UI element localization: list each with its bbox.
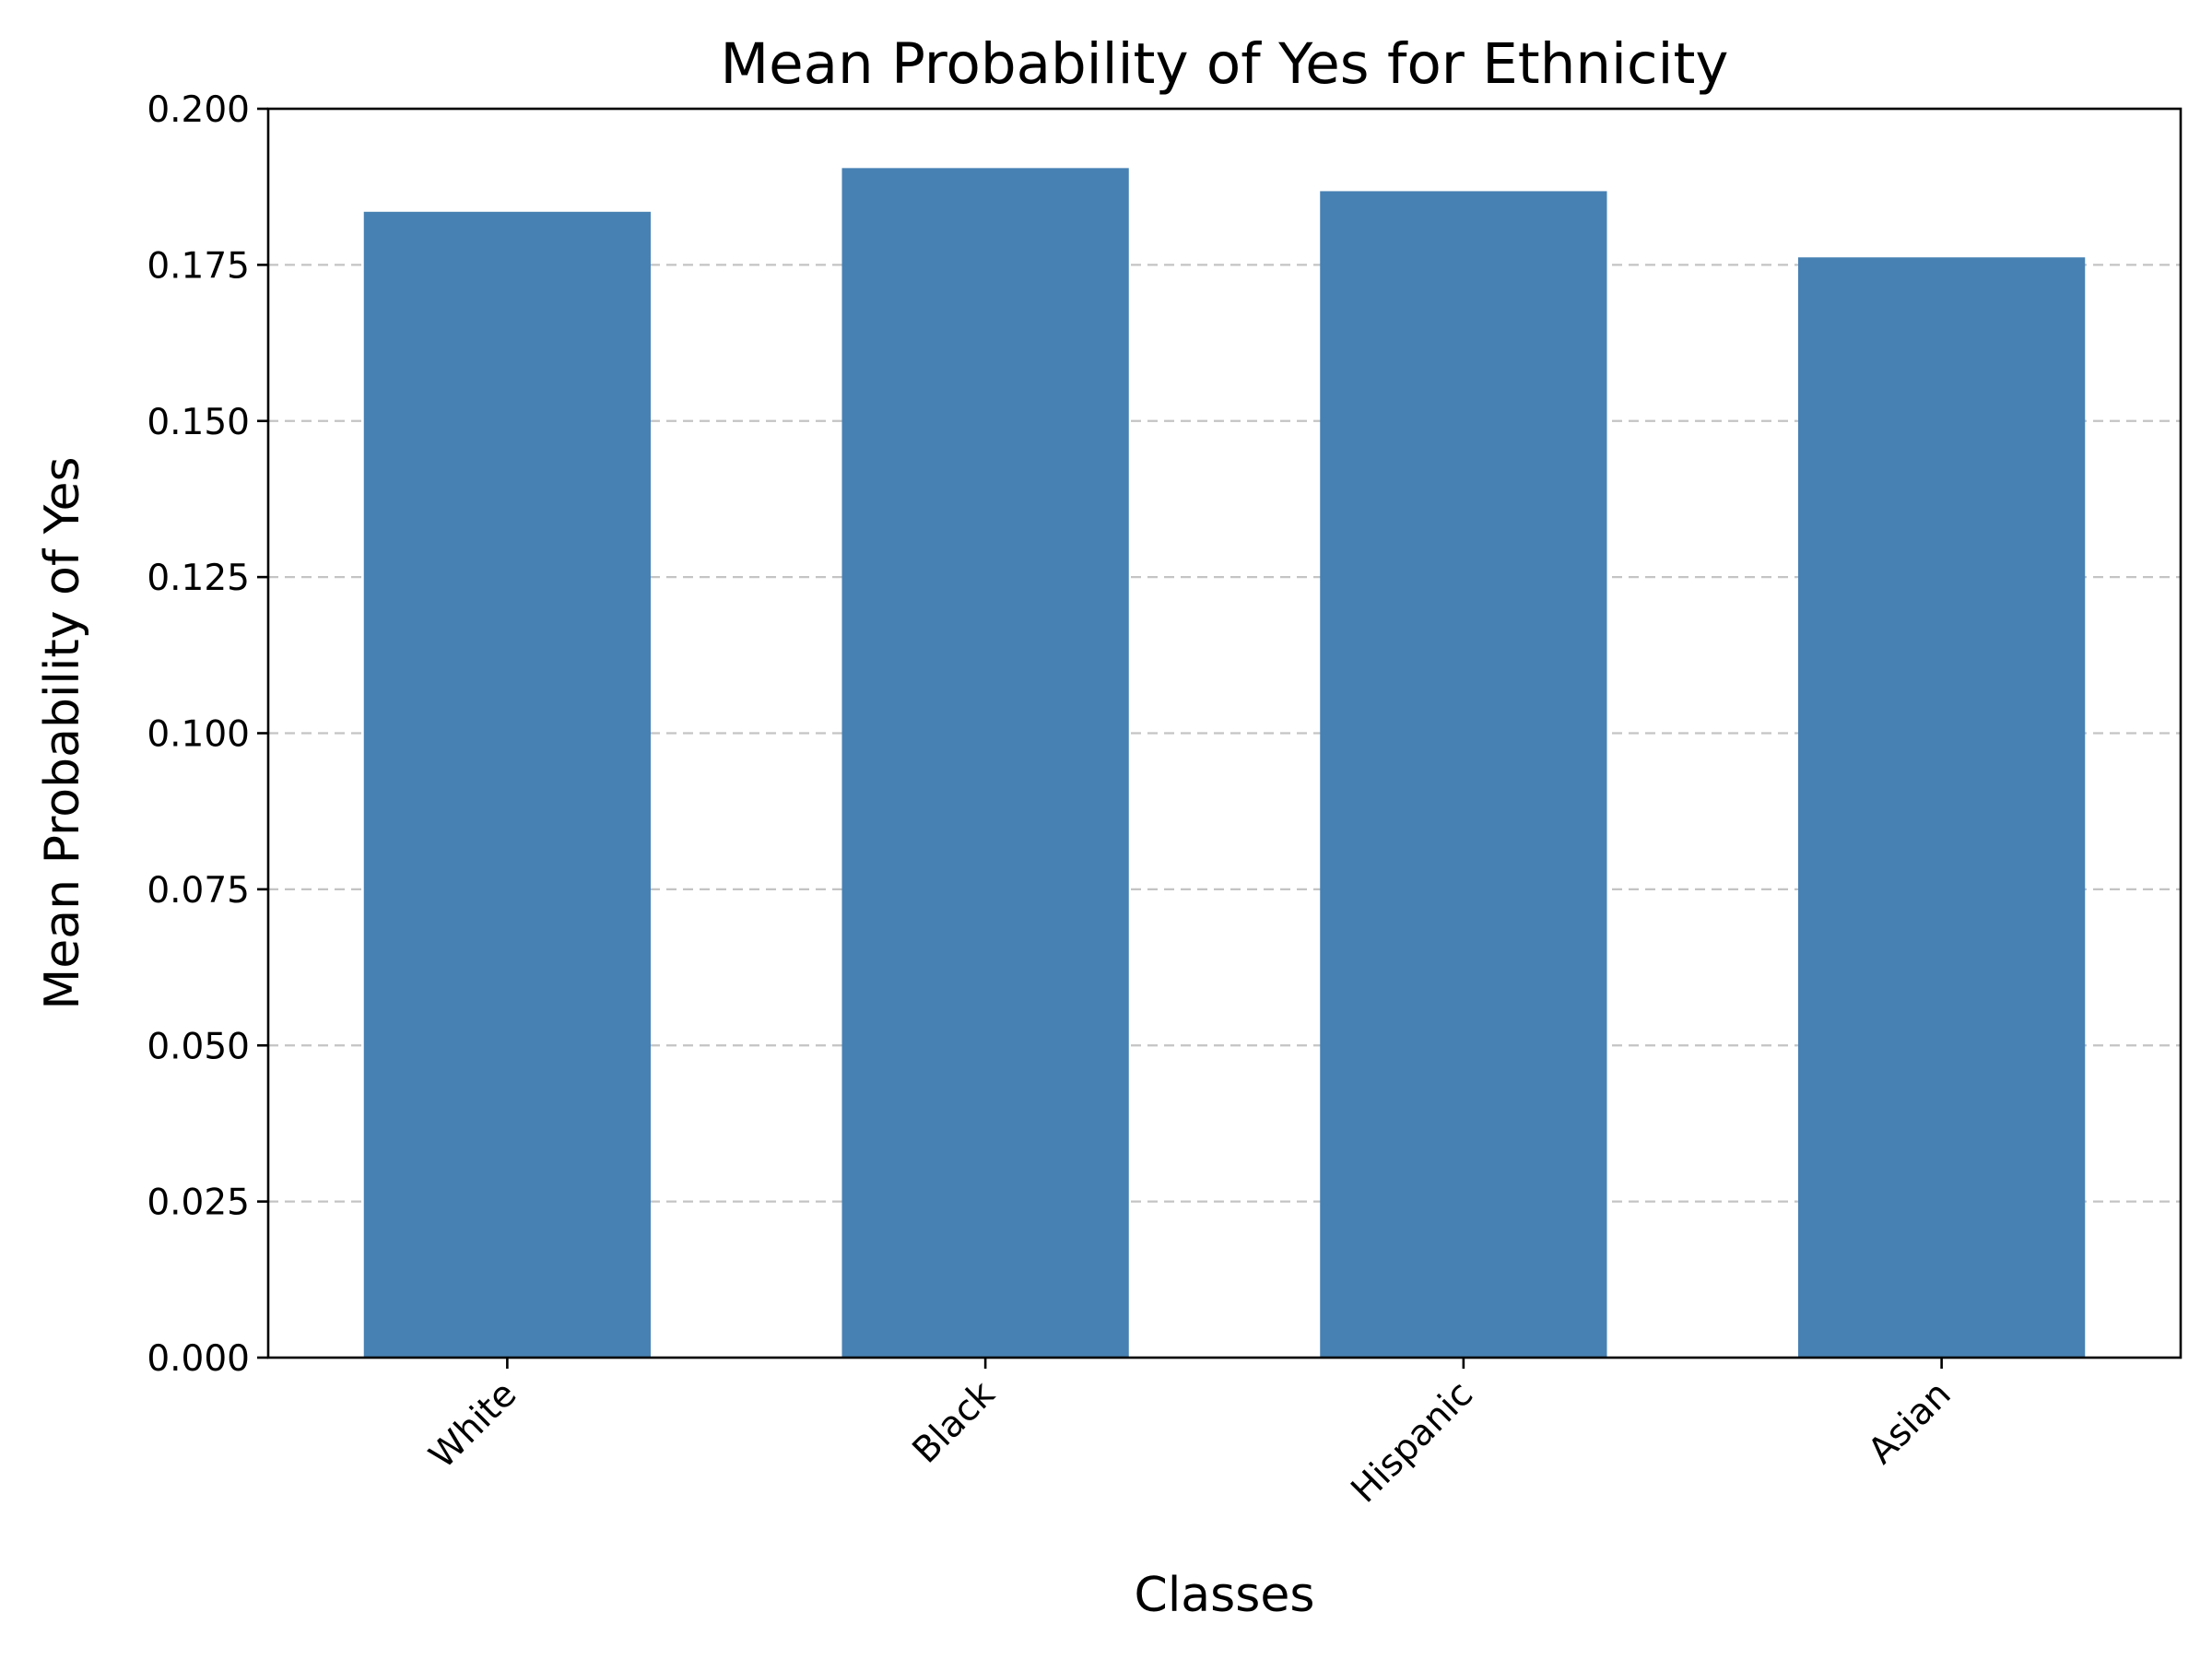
y-tick-label-8: 0.200 [147,89,250,131]
y-tick-label-7: 0.175 [147,245,250,287]
x-axis-ticks: White Black Hispanic Asian [421,1358,1959,1512]
y-axis-ticks: 0.000 0.025 0.050 0.075 0.100 0.125 0.150 0.175… [147,89,268,1380]
x-tick-label-black: Black [905,1373,1004,1472]
x-tick-label-white: White [421,1373,524,1477]
y-tick-label-5: 0.125 [147,558,250,599]
bar-asian [1798,257,2086,1358]
y-tick-label-6: 0.150 [147,402,250,443]
y-tick-label-1: 0.025 [147,1182,250,1224]
y-axis-label: Mean Probability of Yes [35,456,90,1009]
y-tick-label-4: 0.100 [147,714,250,756]
y-tick-label-0: 0.000 [147,1338,250,1380]
chart-title: Mean Probability of Yes for Ethnicity [721,31,1729,97]
y-tick-label-2: 0.050 [147,1026,250,1067]
x-tick-label-hispanic: Hispanic [1344,1373,1481,1511]
x-axis-label: Classes [1135,1568,1315,1623]
bars [363,168,2086,1359]
x-tick-label-asian: Asian [1861,1373,1959,1472]
bar-white [363,211,651,1359]
y-tick-label-3: 0.075 [147,870,250,912]
bar-black [841,168,1129,1358]
bar-hispanic [1320,191,1607,1359]
